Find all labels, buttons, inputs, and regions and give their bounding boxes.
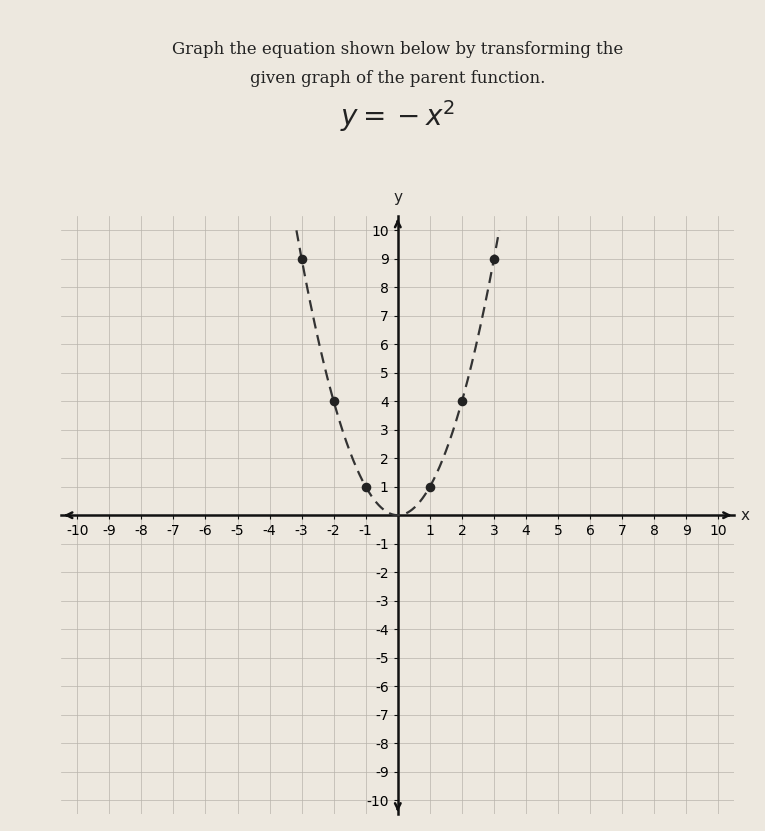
Point <box>360 480 372 494</box>
Point <box>295 252 308 265</box>
Text: Graph the equation shown below by transforming the: Graph the equation shown below by transf… <box>172 42 623 58</box>
Text: y: y <box>393 189 402 204</box>
Text: $y = -x^2$: $y = -x^2$ <box>340 98 455 135</box>
Point <box>327 395 340 408</box>
Point <box>456 395 468 408</box>
Point <box>488 252 500 265</box>
Point <box>424 480 436 494</box>
Text: x: x <box>741 508 750 523</box>
Text: given graph of the parent function.: given graph of the parent function. <box>250 71 545 87</box>
